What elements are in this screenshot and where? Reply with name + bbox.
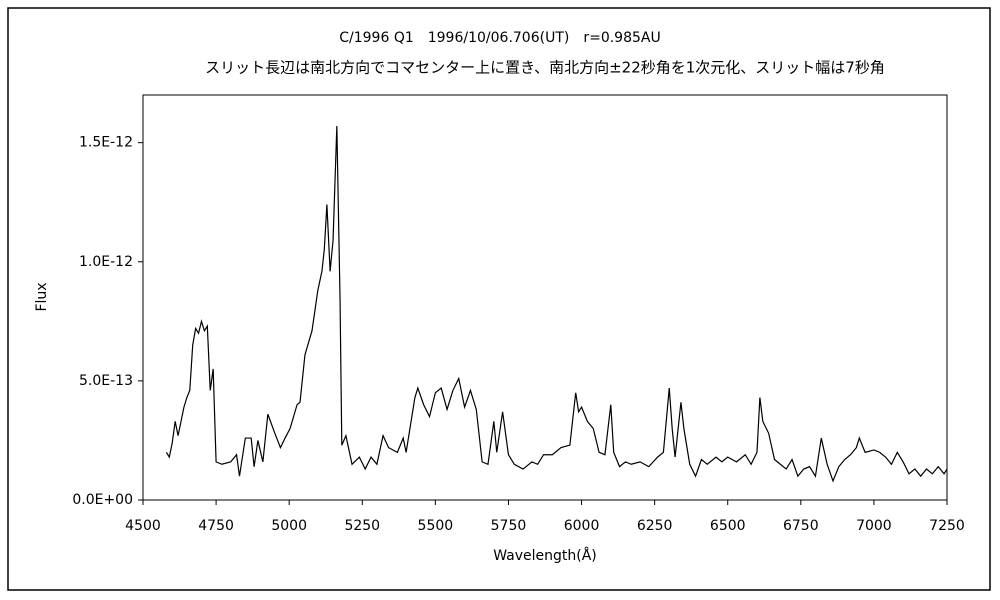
x-tick-label: 7000	[856, 518, 892, 534]
x-tick-label: 5000	[271, 518, 307, 534]
y-tick-label: 5.0E-13	[79, 373, 133, 389]
chart-border	[7, 7, 991, 591]
x-axis-label: Wavelength(Å)	[493, 547, 597, 564]
y-tick-label: 1.5E-12	[79, 135, 133, 151]
x-tick-label: 4750	[198, 518, 234, 534]
plot-area	[142, 94, 948, 501]
x-tick-label: 6000	[564, 518, 600, 534]
y-tick-label: 1.0E-12	[79, 254, 133, 270]
y-tick-label: 0.0E+00	[72, 492, 133, 508]
x-tick-label: 6500	[710, 518, 746, 534]
x-tick-label: 5750	[491, 518, 527, 534]
y-axis-label: Flux	[34, 282, 50, 311]
x-tick-label: 5250	[344, 518, 380, 534]
x-tick-label: 7250	[929, 518, 965, 534]
x-tick-label: 6750	[783, 518, 819, 534]
chart-title: C/1996 Q1 1996/10/06.706(UT) r=0.985AU	[339, 30, 660, 46]
x-tick-label: 4500	[125, 518, 161, 534]
x-tick-label: 6250	[637, 518, 673, 534]
spectrum-line	[165, 125, 948, 483]
chart-subtitle: スリット長辺は南北方向でコマセンター上に置き、南北方向±22秒角を1次元化、スリ…	[205, 59, 885, 77]
x-tick-label: 5500	[418, 518, 454, 534]
